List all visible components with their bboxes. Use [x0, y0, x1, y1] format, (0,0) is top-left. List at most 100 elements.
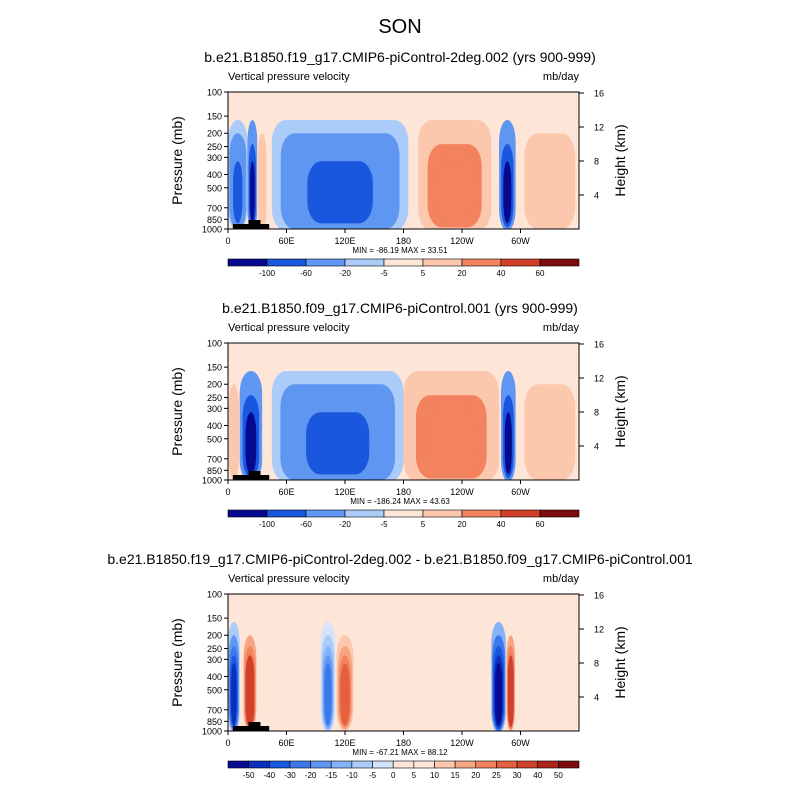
- colorbar-label: 40: [497, 520, 506, 529]
- y-tick-label: 150: [207, 112, 222, 122]
- y-tick-label: 250: [207, 644, 222, 654]
- colorbar-label: -20: [339, 269, 351, 278]
- y-tick-label: 300: [207, 153, 222, 163]
- contour-region: [437, 161, 473, 224]
- colorbar-box: [383, 509, 424, 518]
- y2-tick-label: 4: [594, 442, 599, 452]
- x-tick-label: 60W: [511, 738, 530, 748]
- colorbar-label: 10: [430, 771, 439, 780]
- x-tick-label: 0: [225, 236, 230, 246]
- contour-region: [231, 412, 237, 475]
- colorbar-box: [344, 258, 385, 267]
- y-tick-label: 700: [207, 203, 222, 213]
- y2-tick-label: 4: [594, 191, 599, 201]
- y-tick-label: 100: [207, 590, 222, 600]
- y2-tick-label: 12: [594, 123, 604, 133]
- x-tick-label: 60W: [511, 236, 530, 246]
- units-label: mb/day: [543, 322, 580, 334]
- panel-title: b.e21.B1850.f19_g17.CMIP6-piControl-2deg…: [204, 49, 595, 65]
- y-tick-label: 100: [207, 88, 222, 98]
- colorbar-box: [537, 760, 559, 769]
- colorbar-box: [539, 258, 580, 267]
- y2-tick-label: 8: [594, 659, 599, 669]
- colorbar-label: 40: [533, 771, 542, 780]
- contour-region: [535, 412, 564, 475]
- colorbar-label: 5: [421, 520, 426, 529]
- y-tick-label: 1000: [202, 225, 222, 235]
- contour-region: [231, 663, 237, 726]
- colorbar-box: [344, 509, 385, 518]
- y-tick-label: 200: [207, 129, 222, 139]
- y2-tick-label: 8: [594, 157, 599, 167]
- colorbar-box: [500, 258, 541, 267]
- contour-region: [306, 412, 370, 475]
- colorbar-label: 20: [458, 269, 467, 278]
- y-tick-label: 300: [207, 655, 222, 665]
- colorbar-box: [413, 760, 435, 769]
- y-axis-label: Pressure (mb): [169, 116, 185, 205]
- colorbar-box: [383, 258, 424, 267]
- contour-region: [246, 663, 254, 726]
- y-tick-label: 850: [207, 466, 222, 476]
- x-tick-label: 120E: [334, 738, 355, 748]
- colorbar-box: [310, 760, 332, 769]
- colorbar-label: 25: [492, 771, 501, 780]
- colorbar-box: [227, 760, 249, 769]
- colorbar-box: [454, 760, 477, 769]
- panel-title: b.e21.B1850.f19_g17.CMIP6-piControl-2deg…: [107, 551, 692, 567]
- colorbar-box: [372, 760, 394, 769]
- x-tick-label: 60W: [511, 487, 530, 497]
- colorbar-label: 20: [458, 520, 467, 529]
- contour-region: [250, 161, 255, 224]
- y2-axis-label: Height (km): [612, 375, 628, 447]
- colorbar-label: 30: [513, 771, 522, 780]
- contour-region: [259, 161, 265, 224]
- colorbar-box: [496, 760, 518, 769]
- colorbar-box: [539, 509, 580, 518]
- y-tick-label: 400: [207, 672, 222, 682]
- colorbar-box: [461, 258, 502, 267]
- y-tick-label: 100: [207, 339, 222, 349]
- y-tick-label: 250: [207, 393, 222, 403]
- colorbar-label: -15: [325, 771, 337, 780]
- y-tick-label: 300: [207, 404, 222, 414]
- y2-tick-label: 16: [594, 340, 604, 350]
- colorbar-label: -5: [380, 520, 388, 529]
- x-tick-label: 0: [225, 487, 230, 497]
- y-tick-label: 200: [207, 631, 222, 641]
- colorbar-box: [227, 258, 268, 267]
- y-tick-label: 700: [207, 454, 222, 464]
- contour-region: [340, 663, 350, 726]
- colorbar-box: [422, 509, 463, 518]
- topography: [239, 475, 248, 480]
- contour-field: [228, 343, 579, 480]
- x-tick-label: 120W: [450, 487, 474, 497]
- y2-tick-label: 4: [594, 693, 599, 703]
- y2-tick-label: 12: [594, 374, 604, 384]
- contour-region: [307, 161, 373, 224]
- y2-axis-label: Height (km): [612, 124, 628, 196]
- y-tick-label: 1000: [202, 727, 222, 737]
- contour-region: [245, 412, 257, 475]
- colorbar-label: 50: [554, 771, 563, 780]
- x-tick-label: 180: [396, 487, 411, 497]
- colorbar-box: [248, 760, 270, 769]
- colorbar-label: -60: [300, 520, 312, 529]
- contour-region: [535, 161, 564, 224]
- colorbar-label: -10: [346, 771, 358, 780]
- y2-tick-label: 8: [594, 408, 599, 418]
- variable-label: Vertical pressure velocity: [228, 573, 350, 585]
- x-tick-label: 180: [396, 738, 411, 748]
- topography: [239, 224, 248, 229]
- colorbar-box: [266, 258, 307, 267]
- colorbar-box: [461, 509, 502, 518]
- min-max-stats: MIN = -86.19 MAX = 33.51: [352, 246, 448, 255]
- colorbar-label: -50: [243, 771, 255, 780]
- colorbar-label: -30: [284, 771, 296, 780]
- contour-field: [228, 92, 579, 229]
- x-tick-label: 120E: [334, 487, 355, 497]
- colorbar-label: 40: [497, 269, 506, 278]
- colorbar-label: 60: [536, 520, 545, 529]
- x-tick-label: 0: [225, 738, 230, 748]
